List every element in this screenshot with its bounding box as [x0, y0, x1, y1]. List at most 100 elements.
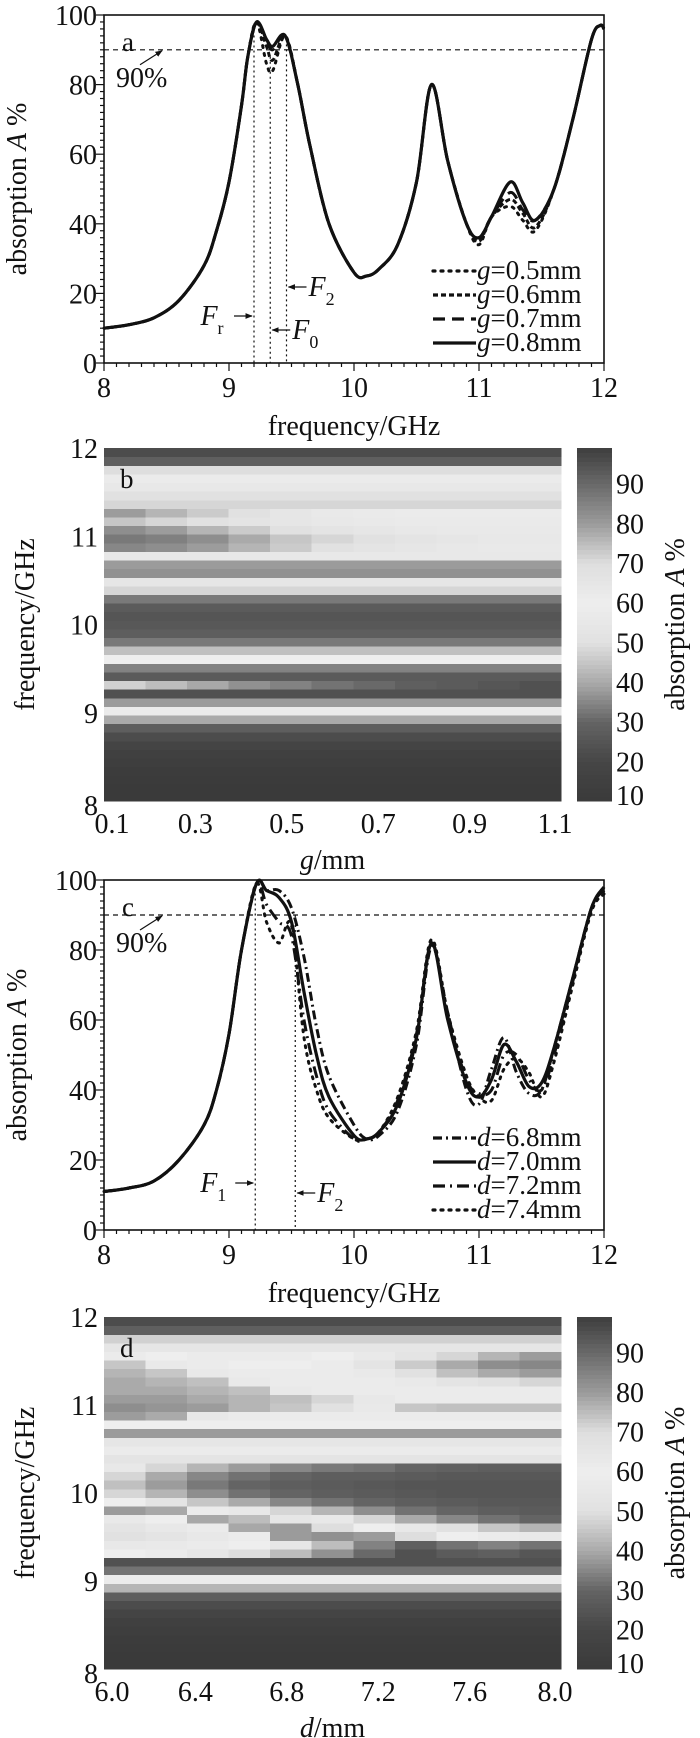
heatmap-cell: [187, 706, 230, 716]
heatmap-cell: [519, 1402, 562, 1413]
heatmap-cell: [104, 577, 147, 587]
marker-label: F1: [199, 1168, 226, 1205]
colorbar-segment: [577, 1541, 612, 1547]
heatmap-cell: [311, 1471, 354, 1481]
heatmap-cell: [270, 1548, 313, 1558]
heatmap-cell: [187, 654, 230, 664]
heatmap-cell: [228, 1643, 271, 1653]
colorbar-tick-label: 90: [616, 470, 644, 501]
heatmap-cell: [477, 1437, 521, 1447]
heatmap-cell: [104, 1420, 147, 1430]
colorbar-segment: [577, 646, 612, 652]
heatmap-cell: [104, 1583, 147, 1593]
heatmap-cell: [187, 1471, 230, 1481]
heatmap-cell: [477, 732, 521, 742]
heatmap-cell: [477, 1488, 521, 1498]
heatmap-cell: [104, 663, 147, 673]
colorbar-label: absorption A %: [660, 538, 691, 711]
heatmap-cell: [353, 1402, 396, 1413]
heatmap-cell: [353, 766, 396, 776]
heatmap-cell: [187, 689, 230, 699]
heatmap-cell: [477, 663, 521, 673]
heatmap-cell: [228, 1377, 271, 1387]
heatmap-cell: [187, 775, 230, 785]
colorbar-segment: [577, 567, 612, 573]
heatmap-cell: [145, 620, 188, 630]
heatmap-cell: [228, 1505, 271, 1516]
heatmap-cell: [145, 714, 188, 725]
colorbar-segment: [577, 748, 612, 754]
heatmap-cell: [436, 663, 479, 673]
heatmap-cell: [353, 1523, 396, 1533]
heatmap-cell: [394, 1634, 437, 1644]
heatmap-cell: [353, 1643, 396, 1653]
heatmap-cell: [104, 1462, 147, 1473]
colorbar-segment: [577, 1427, 612, 1432]
colorbar-segment: [577, 1418, 612, 1424]
heatmap-cell: [519, 1471, 562, 1481]
colorbar-segment: [577, 1484, 612, 1490]
heatmap-cell: [270, 1651, 313, 1662]
y-tick-label: 8: [84, 1659, 98, 1690]
heatmap-cell: [477, 473, 521, 484]
colorbar-segment: [577, 606, 612, 612]
heatmap-cell: [311, 491, 354, 501]
heatmap-cell: [270, 465, 313, 475]
x-tick-label: 8: [97, 373, 111, 404]
heatmap-cell: [145, 525, 188, 535]
heatmap-cell: [519, 491, 562, 501]
heatmap-cell: [353, 1574, 396, 1584]
heatmap-cell: [104, 516, 147, 527]
heatmap-cell: [270, 1660, 313, 1670]
heatmap-cell: [187, 602, 230, 613]
heatmap-cell: [436, 1651, 479, 1662]
heatmap-cell: [104, 740, 147, 750]
heatmap-cell: [436, 1608, 479, 1619]
heatmap-cell: [270, 697, 313, 707]
colorbar-segment: [577, 734, 612, 740]
heatmap-cell: [228, 1437, 271, 1447]
colorbar-segment: [577, 1501, 612, 1507]
heatmap-cell: [519, 1531, 562, 1541]
heatmap-cell: [270, 551, 313, 561]
heatmap-cell: [353, 594, 396, 604]
x-tick-label: 6.0: [95, 1677, 130, 1708]
heatmap-cell: [477, 1462, 521, 1473]
colorbar-segment: [577, 452, 612, 458]
colorbar-tick-label: 20: [616, 1615, 644, 1646]
colorbar-segment: [577, 1506, 612, 1512]
heatmap-cell: [436, 757, 479, 768]
heatmap-cell: [477, 714, 521, 725]
heatmap-cell: [145, 1591, 188, 1601]
heatmap-cell: [145, 1608, 188, 1619]
colorbar-segment: [577, 1449, 612, 1454]
heatmap-cell: [187, 766, 230, 776]
heatmap-cell: [187, 1394, 230, 1404]
y-tick-label: 60: [69, 1006, 97, 1037]
heatmap-cell: [519, 783, 562, 793]
heatmap-cell: [104, 620, 147, 630]
heatmap-cell: [311, 732, 354, 742]
heatmap-cell: [228, 689, 271, 699]
heatmap-cell: [394, 1480, 437, 1490]
y-tick-label: 40: [69, 1076, 97, 1107]
heatmap-cell: [187, 732, 230, 742]
heatmap-cell: [145, 473, 188, 484]
colorbar-segment: [577, 553, 612, 559]
heatmap-cell: [270, 792, 313, 802]
heatmap-cell: [353, 1462, 396, 1473]
colorbar-segment: [577, 1369, 612, 1375]
heatmap-cell: [187, 482, 230, 492]
heatmap-cell: [477, 1608, 521, 1619]
heatmap-cell: [394, 448, 437, 458]
heatmap-cell: [104, 456, 147, 466]
heatmap-cell: [228, 1514, 271, 1524]
heatmap-cell: [477, 1402, 521, 1413]
y-tick-label: 80: [69, 936, 97, 967]
heatmap-cell: [187, 1445, 230, 1455]
heatmap-cell: [145, 1471, 188, 1481]
heatmap-cell: [145, 448, 188, 458]
heatmap-cell: [394, 465, 437, 475]
heatmap-cell: [187, 525, 230, 535]
